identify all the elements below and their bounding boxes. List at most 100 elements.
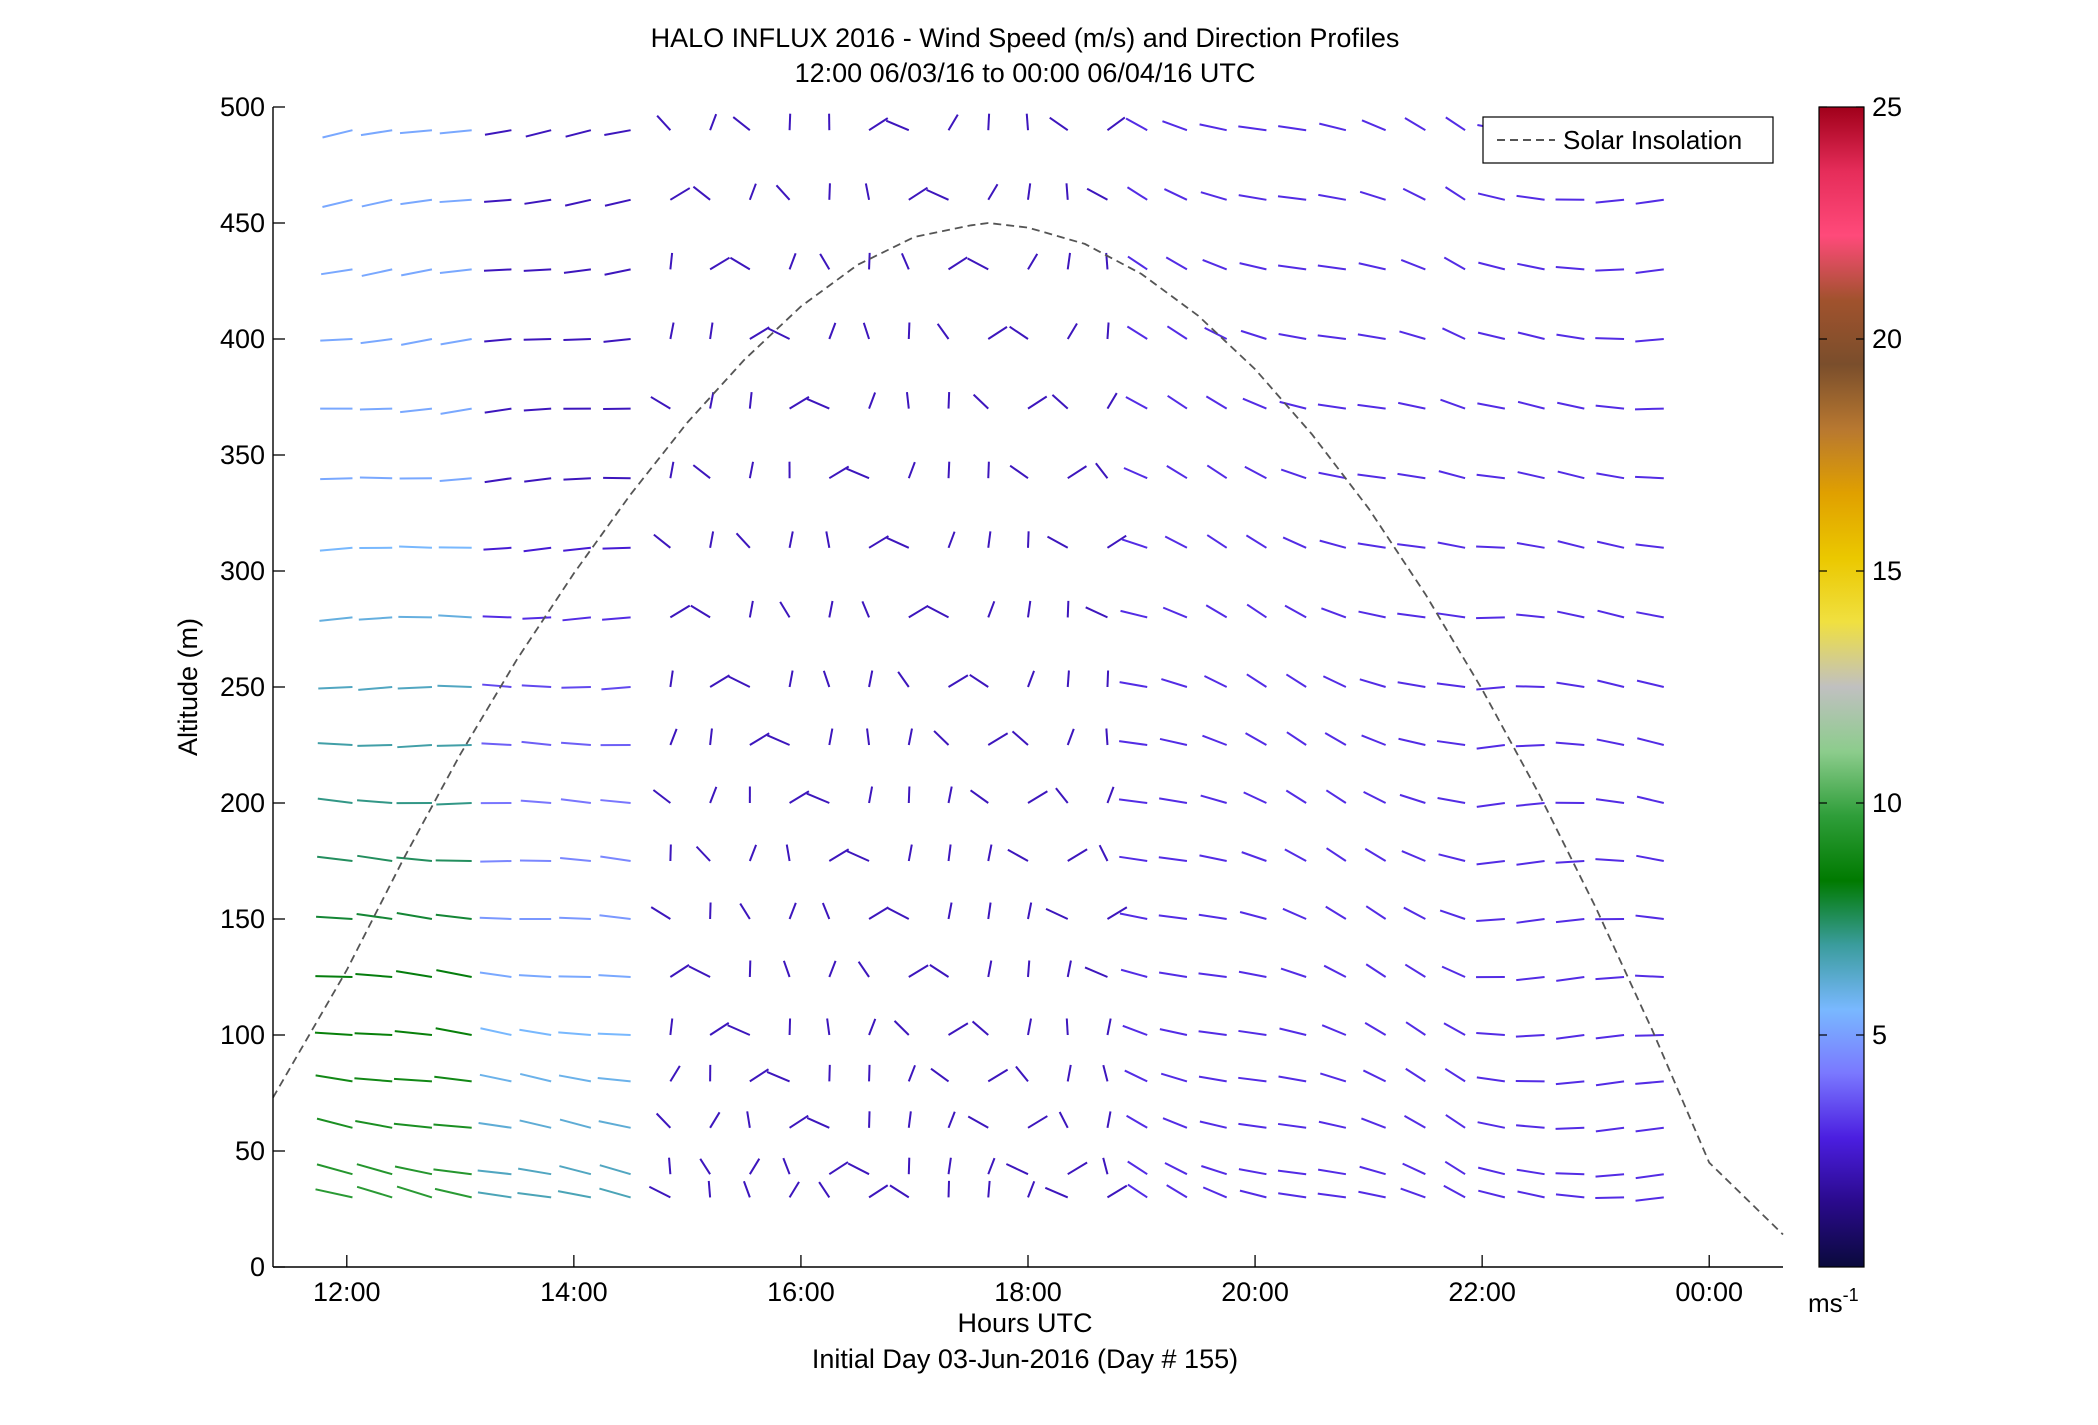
- wind-barb: [315, 1074, 353, 1083]
- wind-barb: [1277, 195, 1307, 201]
- wind-barb: [354, 1032, 393, 1036]
- wind-barb: [1322, 675, 1347, 688]
- wind-barb: [1102, 1064, 1109, 1082]
- wind-barb: [1027, 1180, 1036, 1198]
- wind-barb: [563, 546, 592, 552]
- wind-barb: [1402, 187, 1426, 201]
- wind-barb: [866, 728, 871, 746]
- wind-barb: [396, 1185, 433, 1199]
- wind-barb: [788, 113, 792, 131]
- wind-barb: [1243, 791, 1267, 804]
- wind-barb: [1397, 401, 1426, 410]
- wind-barb: [1364, 847, 1387, 862]
- colorbar-ticks: 5 10 15 20 25: [1819, 92, 1902, 1050]
- wind-barb: [558, 1074, 592, 1083]
- wind-barb: [433, 1123, 472, 1129]
- wind-barb: [599, 1164, 631, 1176]
- wind-barb: [1067, 848, 1088, 862]
- wind-barb: [930, 1067, 950, 1083]
- wind-barb: [788, 252, 797, 270]
- wind-barb: [748, 844, 758, 862]
- wind-barb: [435, 913, 472, 920]
- wind-barb: [767, 327, 791, 340]
- wind-barb: [1119, 912, 1148, 920]
- wind-barb: [1164, 1162, 1188, 1176]
- wind-barb: [1239, 1189, 1267, 1199]
- wind-barb: [1557, 470, 1585, 480]
- wind-barb: [319, 616, 353, 622]
- wind-barb: [523, 546, 552, 553]
- wind-barb: [775, 184, 791, 201]
- wind-barb: [1200, 191, 1227, 201]
- wind-barb: [1123, 467, 1148, 480]
- wind-barb: [1476, 473, 1505, 480]
- wind-barb: [1515, 744, 1545, 748]
- wind-barb: [1027, 395, 1048, 410]
- wind-barb: [828, 600, 834, 618]
- wind-barb: [1443, 1022, 1466, 1036]
- wind-barb: [1125, 396, 1148, 410]
- wind-barb: [519, 859, 552, 862]
- wind-barb: [1046, 535, 1069, 549]
- wind-barb: [948, 674, 969, 688]
- wind-barb: [692, 464, 711, 479]
- wind-barb: [397, 744, 433, 749]
- legend-label: Solar Insolation: [1563, 125, 1742, 155]
- wind-barb: [1119, 855, 1148, 862]
- wind-barb: [1403, 1115, 1426, 1129]
- wind-barb: [1238, 194, 1267, 201]
- solar-insolation-layer: [272, 222, 1784, 1236]
- wind-barb: [1160, 1072, 1188, 1083]
- wind-barb: [598, 1120, 631, 1129]
- wind-barb: [826, 1018, 831, 1036]
- wind-barb: [1164, 535, 1188, 549]
- wind-barb: [1278, 125, 1307, 132]
- wind-barb: [602, 546, 631, 550]
- wind-barb: [1635, 338, 1664, 343]
- wind-barb: [1359, 1165, 1386, 1176]
- wind-barb: [969, 673, 989, 688]
- wind-barb: [1095, 462, 1109, 479]
- wind-barb: [1051, 394, 1069, 410]
- wind-barb: [868, 535, 889, 549]
- wind-barb: [1361, 119, 1387, 132]
- wind-barb: [1358, 1190, 1386, 1199]
- wind-barb: [321, 268, 353, 276]
- wind-barb: [484, 477, 512, 484]
- wind-barb: [987, 1157, 996, 1175]
- wind-barb: [947, 461, 951, 479]
- wind-barb: [1277, 264, 1307, 271]
- wind-barb: [1198, 1075, 1227, 1083]
- wind-barb: [1362, 1069, 1387, 1083]
- wind-barb: [1158, 971, 1188, 978]
- wind-barb: [1065, 183, 1069, 200]
- wind-barb: [1244, 465, 1267, 480]
- chart-title: HALO INFLUX 2016 - Wind Speed (m/s) and …: [651, 23, 1400, 53]
- wind-barb: [482, 683, 512, 688]
- wind-barb: [1595, 404, 1625, 410]
- wind-barb: [987, 960, 993, 978]
- wind-barb: [524, 198, 552, 205]
- wind-barb: [1205, 395, 1228, 410]
- y-tick-label: 100: [220, 1020, 265, 1050]
- wind-barb: [361, 198, 393, 208]
- wind-barb: [1238, 1122, 1267, 1129]
- wind-barb: [947, 256, 968, 271]
- wind-barb: [604, 198, 631, 207]
- wind-barb: [563, 338, 591, 341]
- wind-barb: [779, 601, 791, 618]
- wind-barb: [1058, 1111, 1069, 1129]
- y-tick-label: 300: [220, 556, 265, 586]
- wind-barb: [600, 799, 631, 804]
- wind-barb: [1201, 1165, 1227, 1176]
- wind-barb: [1635, 268, 1664, 274]
- wind-barb: [749, 732, 770, 746]
- wind-barb: [1476, 616, 1505, 620]
- wind-barb: [600, 855, 631, 862]
- x-tick-label: 18:00: [994, 1277, 1062, 1307]
- wind-barb: [439, 477, 472, 482]
- wind-barb: [561, 686, 591, 689]
- wind-barb: [972, 393, 989, 410]
- colorbar-tick-label: 20: [1872, 324, 1902, 354]
